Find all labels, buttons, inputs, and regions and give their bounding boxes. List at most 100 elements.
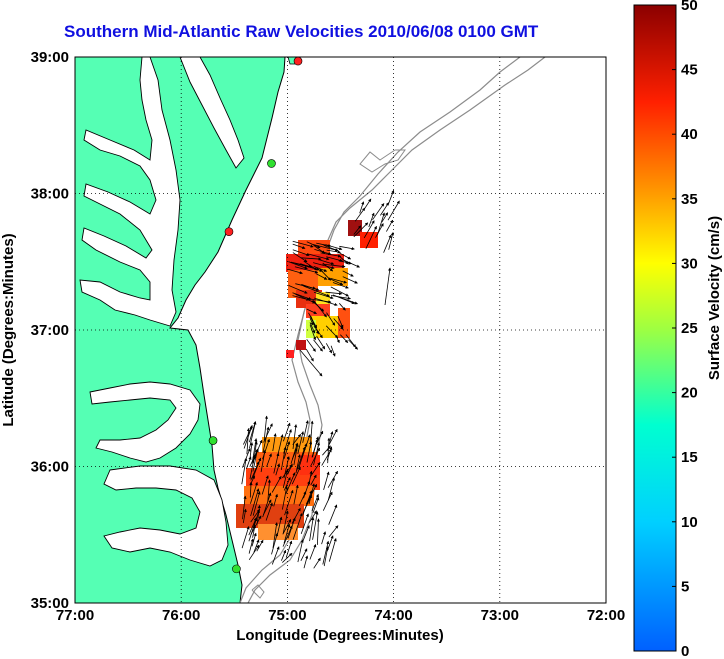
velocity-vector — [306, 241, 321, 249]
velocity-vector — [295, 283, 317, 290]
velocity-vector — [365, 225, 377, 249]
velocity-vector — [311, 493, 319, 512]
velocity-vector — [283, 477, 291, 491]
velocity-vector — [261, 475, 269, 495]
velocity-vector — [250, 481, 258, 504]
y-tick-label: 36:00 — [31, 459, 69, 476]
velocity-vector — [242, 495, 247, 520]
velocity-vector — [328, 278, 344, 285]
velocity-vector — [263, 415, 269, 441]
velocity-vector — [323, 546, 329, 567]
delaware-bay — [179, 57, 245, 169]
velocity-vector — [271, 532, 279, 555]
velocity-vector — [380, 202, 389, 216]
colorbar-tick-label: 10 — [681, 514, 698, 531]
velocity-vector — [309, 324, 317, 341]
station-marker — [232, 564, 241, 574]
velocity-vector — [301, 257, 322, 261]
colorbar-tick-label: 35 — [681, 191, 698, 208]
radar-stations — [208, 56, 303, 574]
velocity-vector — [263, 499, 272, 515]
velocity-vector — [330, 278, 348, 284]
velocity-vector — [353, 225, 362, 235]
velocity-vector — [265, 502, 273, 521]
velocity-vector — [312, 497, 320, 514]
velocity-vector — [281, 549, 287, 561]
velocity-vector — [354, 207, 366, 222]
velocity-vector — [253, 539, 260, 553]
velocity-vector — [294, 293, 316, 304]
velocity-vector — [282, 468, 289, 489]
velocity-vector — [322, 491, 333, 511]
velocity-vector — [253, 509, 260, 528]
station-marker — [208, 436, 218, 445]
velocity-vector — [316, 335, 326, 350]
velocity-vector — [298, 443, 308, 470]
velocity-vector — [309, 544, 317, 560]
velocity-vector — [309, 322, 316, 334]
velocity-vector — [293, 443, 299, 466]
velocity-vector — [267, 479, 271, 502]
velocity-vector — [307, 253, 330, 261]
velocity-vector — [312, 438, 319, 458]
velocity-vector — [297, 539, 304, 563]
velocity-vector — [294, 263, 320, 271]
velocity-vector — [288, 261, 308, 270]
velocity-vector — [287, 517, 296, 539]
velocity-vector — [242, 508, 247, 524]
velocity-vector — [291, 447, 298, 460]
x-tick-label: 75:00 — [268, 607, 306, 624]
velocity-vector — [332, 282, 349, 289]
velocity-vector — [322, 445, 331, 456]
velocity-vector — [313, 299, 327, 318]
x-axis-label: Longitude (Degrees:Minutes) — [236, 627, 444, 644]
velocity-vector — [300, 513, 309, 535]
velocity-vector — [272, 433, 277, 452]
station-marker — [293, 56, 303, 66]
pamlico-sound — [89, 381, 201, 463]
y-tick-label: 39:00 — [31, 49, 69, 66]
velocity-vector — [296, 446, 306, 471]
velocity-vector — [325, 325, 339, 339]
velocity-vector — [327, 477, 335, 501]
velocity-vector — [309, 420, 314, 449]
velocity-vector — [241, 525, 250, 549]
velocity-vector — [302, 420, 309, 443]
velocity-vector — [320, 252, 342, 258]
map-title: Southern Mid-Atlantic Raw Velocities 201… — [64, 22, 539, 41]
velocity-vector — [309, 516, 315, 542]
velocity-vector — [359, 201, 365, 214]
velocity-vector — [287, 268, 303, 275]
velocity-vector — [282, 510, 289, 534]
velocity-vector — [303, 480, 311, 499]
velocity-vector — [363, 220, 375, 239]
velocity-vector — [328, 525, 339, 538]
velocity-vector — [325, 291, 343, 296]
velocity-vector — [243, 424, 253, 449]
velocity-vector — [263, 423, 273, 443]
velocity-vector — [292, 243, 306, 250]
velocity-vector — [250, 515, 262, 535]
velocity-vector — [285, 540, 293, 558]
velocity-vector — [262, 438, 270, 460]
velocity-vector — [256, 539, 264, 552]
colorbar — [633, 4, 677, 652]
velocity-vector — [292, 512, 303, 540]
velocity-vector — [277, 516, 283, 535]
velocity-vector — [285, 472, 296, 494]
velocity-vector — [271, 475, 282, 493]
velocity-vector — [312, 262, 335, 270]
bathymetry-contour-4 — [251, 584, 265, 599]
velocity-vector — [323, 471, 330, 491]
velocity-vector — [246, 427, 251, 455]
velocity-vector — [250, 488, 260, 517]
velocity-vector — [254, 448, 259, 460]
x-tick-label: 76:00 — [162, 607, 200, 624]
velocity-vector — [339, 303, 346, 311]
velocity-vector — [282, 519, 292, 535]
velocity-vector — [309, 317, 314, 326]
velocity-vector — [310, 474, 317, 486]
velocity-vector — [249, 481, 253, 498]
velocity-vector — [325, 343, 333, 354]
x-tick-label: 73:00 — [481, 607, 519, 624]
